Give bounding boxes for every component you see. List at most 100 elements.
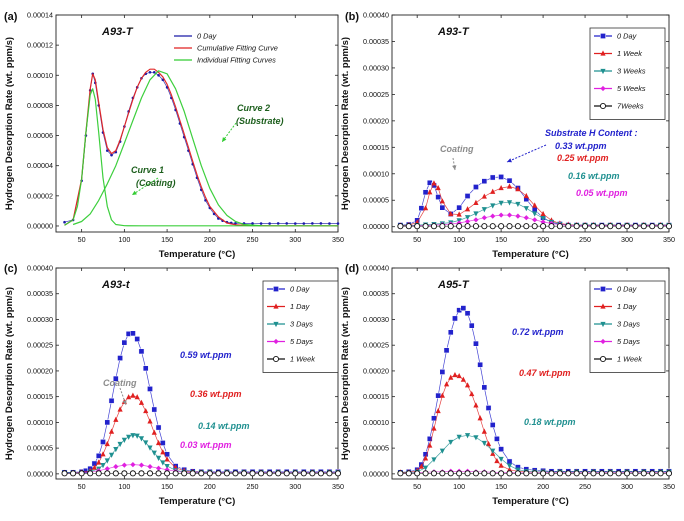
y-tick-label: 0.00010 xyxy=(27,418,53,427)
data-point xyxy=(78,470,85,477)
data-point xyxy=(477,415,483,421)
y-tick-label: 0.00020 xyxy=(363,366,389,375)
legend-label: 3 Days xyxy=(290,320,313,329)
data-point xyxy=(113,464,119,470)
series-0 xyxy=(63,70,340,225)
data-point xyxy=(439,369,446,375)
data-point xyxy=(532,202,538,208)
data-point xyxy=(258,470,265,477)
data-point xyxy=(138,470,145,477)
data-point xyxy=(117,441,123,448)
data-point xyxy=(435,184,441,191)
data-point xyxy=(146,470,154,477)
data-point xyxy=(469,390,475,397)
data-point xyxy=(452,315,458,322)
data-point xyxy=(506,463,513,469)
data-point xyxy=(514,223,521,230)
data-point xyxy=(498,184,504,191)
data-point xyxy=(70,470,77,477)
data-point xyxy=(448,439,454,446)
data-point xyxy=(443,381,450,387)
x-tick-label: 50 xyxy=(78,235,86,244)
data-point xyxy=(143,407,149,414)
data-point xyxy=(134,336,141,342)
data-point xyxy=(498,212,504,218)
y-tick-label: 0.00035 xyxy=(363,289,389,298)
data-point xyxy=(523,223,530,230)
legend-marker xyxy=(600,33,606,39)
y-tick-label: 0.00025 xyxy=(363,90,389,99)
x-axis-label: Temperature (°C) xyxy=(159,496,235,507)
legend-marker xyxy=(600,286,606,292)
annotation-arrowhead xyxy=(452,165,457,170)
legend: 0 Day Cumulative Fitting Curve Individual … xyxy=(174,32,278,65)
annotation-arrow xyxy=(221,122,237,143)
legend-label: 1 Week xyxy=(617,49,642,58)
data-point xyxy=(309,470,316,477)
annotation-text: 0.03 wt.ppm xyxy=(180,440,232,450)
annotation-text: 0.05 wt.ppm xyxy=(576,188,628,198)
y-tick-label: 0.00000 xyxy=(363,469,389,478)
y-tick-label: 0.00010 xyxy=(27,71,53,80)
data-point xyxy=(473,435,479,441)
data-point xyxy=(590,223,597,230)
series-line xyxy=(64,395,338,474)
data-point xyxy=(276,222,280,225)
data-point xyxy=(447,223,454,230)
data-point xyxy=(573,470,580,477)
annotation-text: 0.18 wt.ppm xyxy=(524,417,576,427)
y-tick-label: 0.00000 xyxy=(27,469,53,478)
data-point xyxy=(472,470,479,477)
data-point xyxy=(108,452,115,458)
data-point xyxy=(456,220,462,226)
data-point xyxy=(532,211,538,217)
data-point xyxy=(431,425,437,431)
data-point xyxy=(607,223,614,230)
data-point xyxy=(148,70,152,74)
legend-label: 1 Day xyxy=(617,302,638,311)
legend-label: 7Weeks xyxy=(617,102,644,111)
legend-label: 1 Week xyxy=(290,355,315,364)
data-point xyxy=(531,470,538,477)
data-point xyxy=(414,223,421,230)
chart-title: A93-T xyxy=(437,26,470,38)
legend-marker xyxy=(600,338,606,345)
legend-label: 5 Weeks xyxy=(617,84,646,93)
data-point xyxy=(481,428,487,434)
data-point xyxy=(61,470,68,477)
legend-label: 1 Week xyxy=(617,355,642,364)
legend-marker xyxy=(599,102,607,110)
data-point xyxy=(657,223,664,230)
data-point xyxy=(649,223,656,230)
annotation-text: 0.16 wt.ppm xyxy=(568,171,620,181)
data-point xyxy=(108,428,115,434)
data-point xyxy=(326,470,333,477)
y-tick-label: 0.00002 xyxy=(27,191,53,200)
data-point xyxy=(665,470,673,477)
data-point xyxy=(422,205,429,211)
data-point xyxy=(134,433,140,439)
annotation-arrowhead xyxy=(222,137,227,142)
data-point xyxy=(147,386,153,392)
data-point xyxy=(473,402,479,408)
data-point xyxy=(198,470,205,477)
data-point xyxy=(251,222,254,225)
annotation-text: (Substrate) xyxy=(236,116,284,126)
data-point xyxy=(573,223,580,230)
data-point xyxy=(506,183,513,189)
y-tick-label: 0.00040 xyxy=(363,264,389,273)
data-point xyxy=(565,470,572,477)
x-axis-label: Temperature (°C) xyxy=(159,249,235,260)
data-point xyxy=(95,470,102,477)
data-point xyxy=(477,361,483,368)
data-point xyxy=(498,456,504,463)
data-point xyxy=(126,394,132,400)
y-axis-label: Hydrogen Desorption Rate (wt. ppm/s) xyxy=(340,287,351,460)
annotation-text: 0.33 wt.ppm xyxy=(555,141,607,151)
annotation-text: 0.59 wt.ppm xyxy=(180,350,232,360)
annotation-text: 0.25 wt.ppm xyxy=(557,153,609,163)
data-point xyxy=(435,194,442,200)
data-point xyxy=(506,458,513,465)
data-point xyxy=(143,440,149,446)
data-point xyxy=(160,449,166,455)
